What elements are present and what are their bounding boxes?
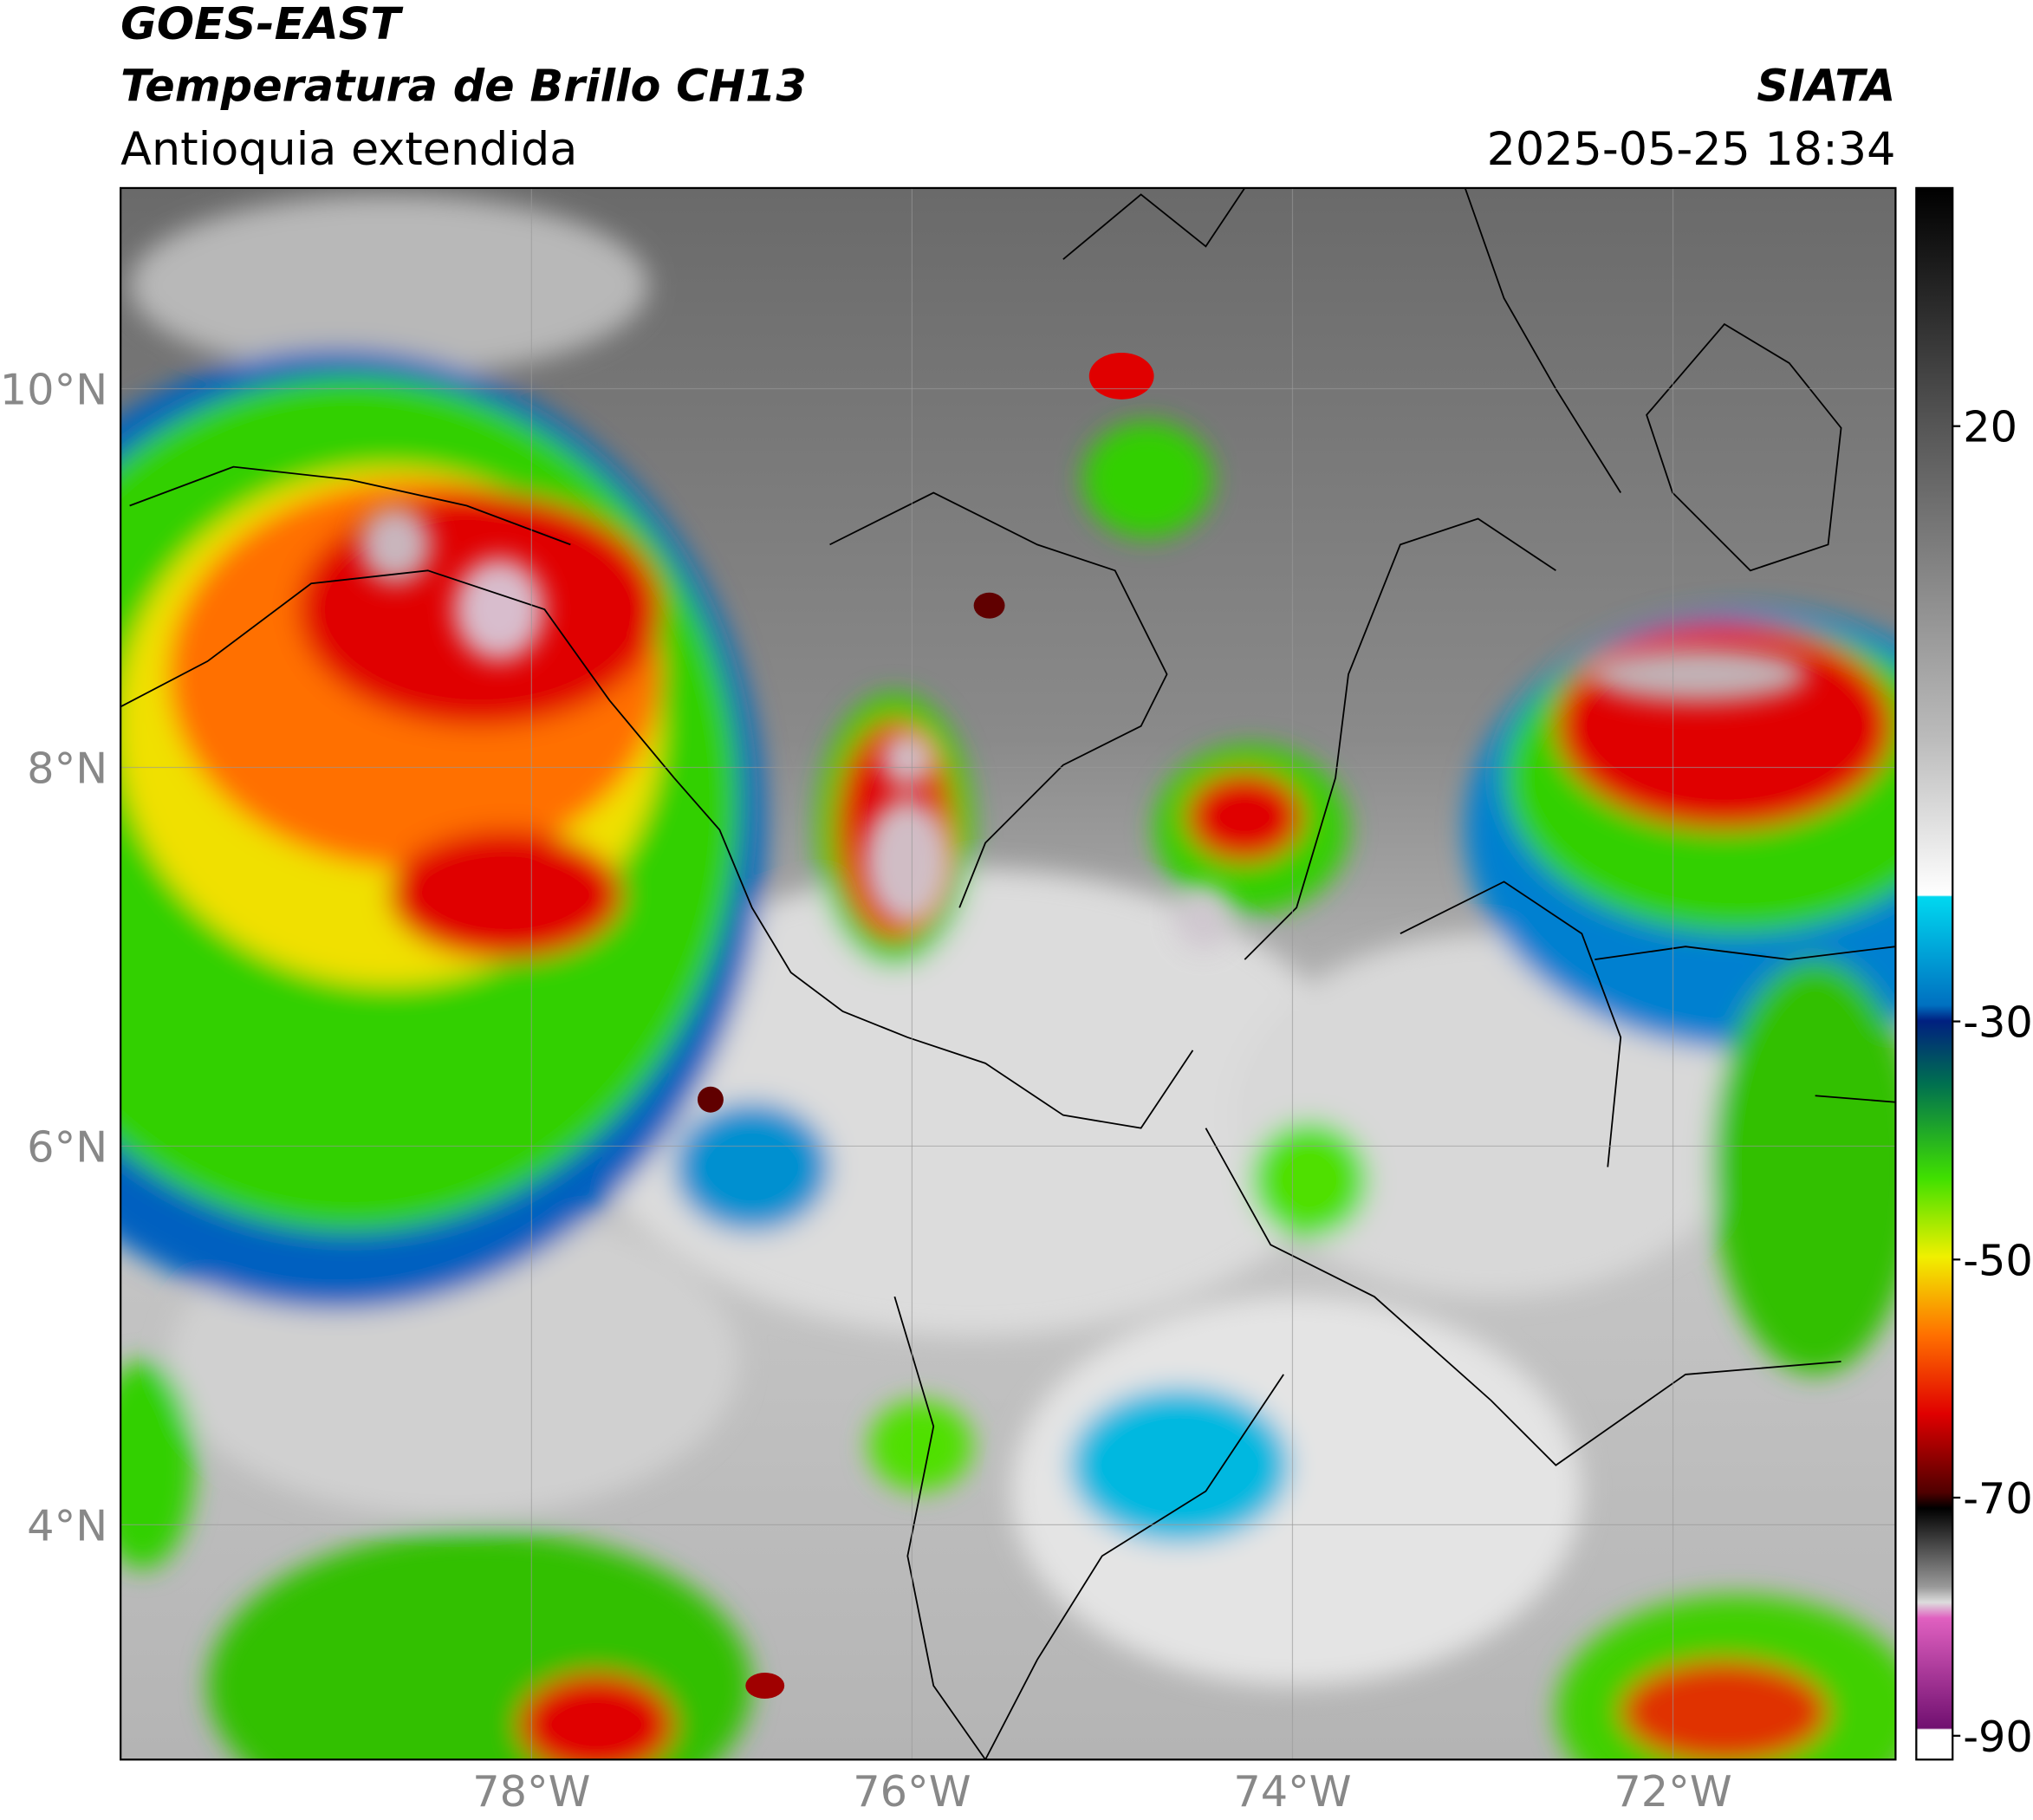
cloud-shape: [674, 1102, 830, 1232]
y-tick-label: 4°N: [27, 1500, 107, 1550]
cloud-shape: [120, 194, 1896, 1760]
cloud-shape: [973, 592, 1005, 619]
x-tick-label: 78°W: [472, 1766, 590, 1817]
colorbar: [1915, 186, 1954, 1761]
boundary: [1205, 1128, 1841, 1466]
x-tick-label: 74°W: [1233, 1766, 1351, 1817]
cloud-shape: [861, 797, 953, 927]
cloud-shape: [120, 187, 1896, 1760]
cloud-shape: [120, 1361, 195, 1570]
boundary: [984, 1374, 1284, 1760]
boundary: [893, 1296, 986, 1760]
cloud-shape: [1711, 959, 1896, 1375]
colorbar-tick-label: -30: [1963, 998, 2033, 1048]
cloud-shape: [453, 557, 545, 662]
region: Antioquia extendida: [120, 123, 577, 176]
boundary: [1815, 1095, 1896, 1103]
boundary: [120, 569, 675, 779]
cloud-shape: [388, 829, 623, 960]
title: GOES-EAST: [120, 0, 404, 49]
x-tick-label: 72°W: [1614, 1766, 1731, 1817]
cloud-shape: [1621, 1660, 1828, 1760]
cloud-shape: [1088, 352, 1154, 400]
cloud-shape: [359, 505, 1809, 951]
cloud-shape: [359, 505, 432, 584]
cloud-shape: [1588, 646, 1809, 703]
cloud-shape: [868, 1400, 973, 1492]
y-tick-label: 8°N: [27, 743, 107, 793]
boundary: [673, 777, 1194, 1129]
cloud-shape: [745, 1673, 785, 1699]
colorbar-tick-label: -90: [1963, 1712, 2033, 1762]
map-frame: [120, 186, 1897, 1761]
boundary: [1244, 517, 1556, 960]
boundary: [829, 491, 1168, 908]
cloud-shape: [518, 1673, 674, 1760]
colorbar-tick-label: -70: [1963, 1473, 2033, 1524]
boundary: [1062, 187, 1246, 260]
boundary: [129, 465, 571, 546]
cloud-shape: [129, 194, 649, 376]
boundary: [1646, 322, 1842, 572]
satellite-image: [120, 187, 1896, 1760]
cloud-shape: [1185, 771, 1303, 862]
cloud-shape: [1174, 885, 1232, 951]
boundary: [1595, 946, 1896, 961]
y-tick-label: 10°N: [0, 364, 107, 414]
cloud-shape: [1082, 421, 1212, 538]
cloud-shape: [879, 730, 937, 788]
graticule: [120, 187, 1896, 1760]
cloud-shape: [697, 1086, 724, 1113]
datetime: 2025-05-25 18:34: [1487, 123, 1896, 176]
boundary: [1464, 187, 1621, 494]
subtitle: Temperatura de Brillo CH13: [120, 61, 807, 112]
boundary: [1400, 881, 1622, 1167]
colorbar-tick-label: 20: [1963, 402, 2017, 452]
y-tick-label: 6°N: [27, 1121, 107, 1172]
cloud-shape: [1250, 1121, 1368, 1238]
x-tick-label: 76°W: [853, 1766, 971, 1817]
source: SIATA: [1757, 61, 1895, 112]
cloud-shape: [1069, 1387, 1290, 1544]
colorbar-tick-label: -50: [1963, 1235, 2033, 1285]
